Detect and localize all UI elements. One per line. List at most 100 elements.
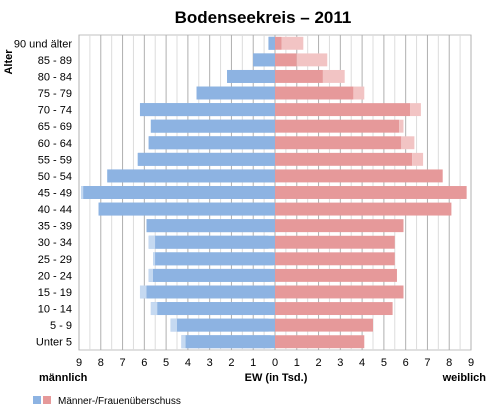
bar-male	[153, 268, 275, 282]
x-tick-label: 9	[468, 357, 474, 369]
bar-female	[275, 69, 323, 83]
age-group-label: 10 - 14	[38, 304, 72, 316]
bar-female-excess	[410, 103, 421, 117]
bar-female	[275, 119, 400, 133]
bar-male	[107, 169, 275, 183]
bar-male	[155, 252, 275, 266]
age-group-label: 40 - 44	[38, 204, 72, 216]
x-tick-label: 1	[250, 357, 256, 369]
x-tick-label: 2	[228, 357, 234, 369]
bar-male	[268, 36, 275, 50]
bar-male	[157, 302, 275, 316]
age-group-label: 5 - 9	[50, 320, 72, 332]
age-group-label: 90 und älter	[14, 38, 72, 50]
bar-female	[275, 302, 393, 316]
bar-female	[275, 152, 413, 166]
age-group-label: 75 - 79	[38, 88, 72, 100]
bar-female-excess	[296, 53, 328, 67]
bar-male	[185, 335, 275, 349]
x-tick-label: 3	[337, 357, 343, 369]
bar-male	[148, 136, 275, 150]
bar-male-excess	[181, 335, 186, 349]
x-tick-label: 6	[403, 357, 409, 369]
bar-female	[275, 186, 467, 199]
bar-male	[83, 186, 275, 199]
age-group-label: 15 - 19	[38, 287, 72, 299]
bar-male	[150, 119, 275, 133]
x-tick-labels: 9 8 7 6 5 4 3 2 1 0 1 2 3 4 5 6 7 8 9	[76, 357, 474, 369]
age-group-label: Unter 5	[36, 337, 72, 349]
age-group-labels: 90 und älter 85 - 89 80 - 84 75 - 79 70 - 74…	[14, 38, 72, 348]
bar-male	[98, 202, 275, 216]
age-group-label: 80 - 84	[38, 71, 72, 83]
bar-male-excess	[148, 268, 154, 282]
age-group-label: 60 - 64	[38, 138, 72, 150]
left-side-label: männlich	[39, 372, 88, 384]
bar-female	[275, 268, 397, 282]
bar-male	[155, 235, 275, 249]
bar-male-excess	[139, 285, 147, 299]
bar-female	[275, 53, 297, 67]
x-tick-label: 8	[98, 357, 104, 369]
x-tick-label: 8	[446, 357, 452, 369]
legend-swatch-male	[33, 396, 41, 404]
bar-female	[275, 252, 395, 266]
age-group-label: 50 - 54	[38, 171, 72, 183]
x-tick-label: 4	[359, 357, 365, 369]
legend: Männer-/Frauenüberschuss	[33, 396, 181, 407]
x-tick-label: 9	[76, 357, 82, 369]
age-group-label: 25 - 29	[38, 254, 72, 266]
age-group-label: 55 - 59	[38, 154, 72, 166]
bar-male	[196, 86, 275, 100]
age-group-label: 30 - 34	[38, 237, 72, 249]
bar-female	[275, 103, 411, 117]
bar-female-excess	[401, 136, 415, 150]
bar-female	[275, 335, 365, 349]
age-group-label: 70 - 74	[38, 105, 72, 117]
bar-male-excess	[150, 302, 158, 316]
bar-male	[137, 152, 275, 166]
chart-title: Bodenseekreis – 2011	[175, 8, 352, 27]
x-tick-label: 5	[381, 357, 387, 369]
bar-male	[146, 285, 275, 299]
right-side-label: weiblich	[442, 372, 487, 384]
age-group-label: 20 - 24	[38, 270, 72, 282]
y-axis-label: Alter	[3, 49, 15, 75]
bar-male	[227, 69, 275, 83]
bar-female	[275, 86, 354, 100]
x-tick-label: 2	[315, 357, 321, 369]
x-axis-label: EW (in Tsd.)	[245, 372, 308, 384]
bar-male-excess	[81, 186, 84, 199]
bar-male-excess	[170, 318, 177, 332]
legend-swatch-female	[43, 396, 51, 404]
bar-female	[275, 219, 404, 233]
bar-female	[275, 202, 452, 216]
x-tick-label: 0	[272, 357, 278, 369]
age-group-label: 35 - 39	[38, 221, 72, 233]
x-tick-label: 4	[185, 357, 191, 369]
bar-female	[275, 235, 395, 249]
bar-female-excess	[322, 69, 345, 83]
bar-female	[275, 36, 282, 50]
bar-male-excess	[148, 235, 156, 249]
bar-male	[139, 103, 275, 117]
bar-female-excess	[399, 119, 404, 133]
bar-female	[275, 318, 373, 332]
bars	[81, 36, 467, 349]
x-tick-label: 1	[294, 357, 300, 369]
age-group-label: 85 - 89	[38, 55, 72, 67]
age-group-label: 65 - 69	[38, 121, 72, 133]
bar-female	[275, 285, 404, 299]
age-group-label: 45 - 49	[38, 188, 72, 200]
legend-text: Männer-/Frauenüberschuss	[58, 396, 181, 407]
bar-female-excess	[412, 152, 424, 166]
bar-male	[177, 318, 275, 332]
x-tick-label: 5	[163, 357, 169, 369]
bar-female-excess	[281, 36, 304, 50]
bar-female	[275, 169, 443, 183]
x-tick-label: 3	[207, 357, 213, 369]
x-tick-label: 7	[424, 357, 430, 369]
x-tick-label: 6	[141, 357, 147, 369]
bar-female-excess	[353, 86, 365, 100]
